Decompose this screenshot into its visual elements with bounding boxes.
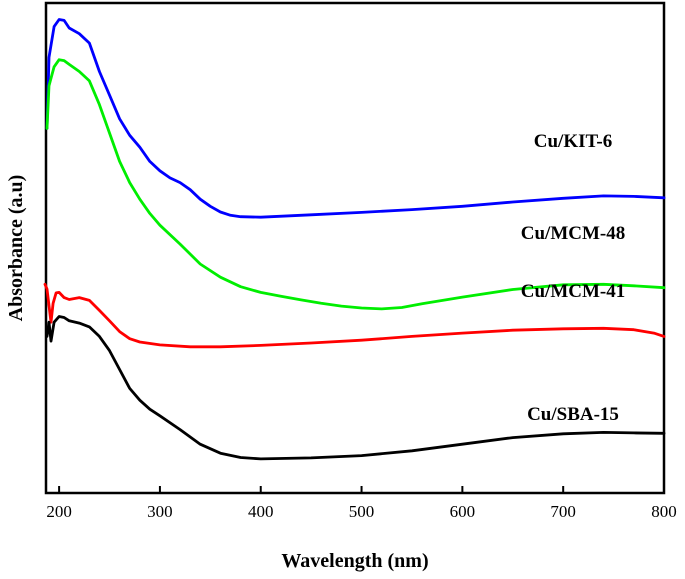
x-tick-label: 800 <box>651 502 677 521</box>
x-axis-title: Wavelength (nm) <box>281 550 428 572</box>
plot-frame <box>44 1 666 495</box>
series-label-cu-sba-15: Cu/SBA-15 <box>527 404 619 425</box>
series-line-cu-kit-6 <box>45 18 666 219</box>
x-axis-ticks: 200 300 400 500 600 700 800 <box>46 486 677 521</box>
x-tick-label: 500 <box>349 502 375 521</box>
series-layer <box>43 18 666 461</box>
x-tick-label: 300 <box>147 502 173 521</box>
x-tick-label: 400 <box>248 502 274 521</box>
x-tick-label: 600 <box>450 502 476 521</box>
series-label-cu-mcm-48: Cu/MCM-48 <box>521 223 625 244</box>
series-line-cu-mcm-48 <box>45 58 666 311</box>
series-label-cu-kit-6: Cu/KIT-6 <box>534 131 613 152</box>
y-axis-title: Absorbance (a.u) <box>5 175 27 322</box>
series-label-cu-mcm-41: Cu/MCM-41 <box>521 281 625 302</box>
series-line-cu-mcm-41 <box>43 282 666 349</box>
x-tick-label: 200 <box>46 502 72 521</box>
x-tick-label: 700 <box>550 502 576 521</box>
series-line-cu-sba-15 <box>45 315 666 461</box>
